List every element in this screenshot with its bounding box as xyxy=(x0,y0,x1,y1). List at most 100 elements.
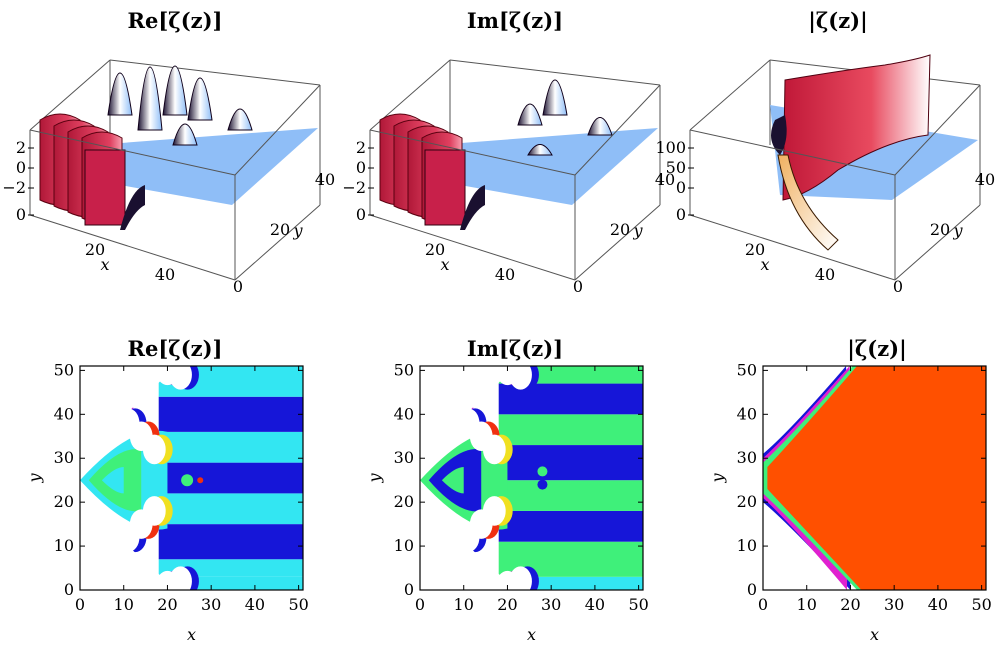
axis-label-y: y xyxy=(708,473,727,484)
contour-region xyxy=(767,366,986,590)
tick-label-x: 0 xyxy=(415,595,425,614)
tick-label-x: 40 xyxy=(245,595,265,614)
box-edge xyxy=(109,59,321,86)
box-edge xyxy=(689,59,771,131)
tick-label: 20 xyxy=(425,240,445,259)
tick-label-x: 50 xyxy=(971,595,991,614)
tick-label: −2 xyxy=(2,178,26,197)
tick-label: 40 xyxy=(815,265,835,284)
axis-label-x: x xyxy=(440,255,449,274)
tick-label-y: 50 xyxy=(394,360,414,379)
axis-label-y: y xyxy=(952,221,963,240)
surface-peak xyxy=(120,185,145,230)
surface-peak xyxy=(587,117,613,136)
plot-area xyxy=(80,366,303,590)
contour-band xyxy=(158,396,303,432)
plot-area xyxy=(420,366,643,590)
surface-peak xyxy=(782,54,931,201)
box-edge xyxy=(689,129,896,176)
axis-label-x: x xyxy=(527,625,536,644)
box-edge xyxy=(369,129,576,176)
contour-lobe xyxy=(509,366,532,390)
box-edge xyxy=(894,204,981,281)
tick-label-y: 0 xyxy=(404,580,414,599)
tick-label: 0 xyxy=(356,158,366,177)
plot-frame xyxy=(419,365,644,591)
tick-label-x: 20 xyxy=(497,595,517,614)
box-edge xyxy=(689,214,896,281)
tick-label-x: 0 xyxy=(758,595,768,614)
tick-label: 0 xyxy=(676,178,686,197)
tick-label: 2 xyxy=(16,138,26,157)
tick-label-x: 20 xyxy=(840,595,860,614)
tick-label: 0 xyxy=(16,205,26,224)
surface-peak xyxy=(187,77,213,121)
tick-label-y: 10 xyxy=(737,536,757,555)
plot-title: Re[ζ(z)] xyxy=(128,336,223,361)
surface-peak xyxy=(460,185,485,230)
box-edge xyxy=(29,129,236,176)
contour-blob xyxy=(197,477,204,484)
surface-peak xyxy=(107,72,133,116)
plot-title: Re[ζ(z)] xyxy=(128,8,223,33)
tick-label: 2 xyxy=(356,138,366,157)
tick-label-y: 30 xyxy=(737,448,757,467)
tick-label-x: 10 xyxy=(114,595,134,614)
surface-peak xyxy=(227,108,253,131)
contour-band xyxy=(158,462,303,494)
tick-label-y: 20 xyxy=(737,492,757,511)
contour-lobe xyxy=(169,566,192,590)
box-edge xyxy=(574,84,661,176)
contour-region xyxy=(420,502,517,590)
contour-band xyxy=(158,431,303,463)
contour-region xyxy=(80,366,177,459)
surface-peak xyxy=(542,79,568,116)
tick-label-y: 20 xyxy=(394,492,414,511)
contour-band xyxy=(498,445,643,481)
box-edge xyxy=(234,204,321,281)
tick-label: 0 xyxy=(356,205,366,224)
tick-label-x: 40 xyxy=(928,595,948,614)
box-edge xyxy=(449,59,661,86)
tick-label: 40 xyxy=(155,265,175,284)
contour-band xyxy=(158,493,303,525)
tick-label-y: 30 xyxy=(394,448,414,467)
density-plot-re: 0 10 20 30 40 50 0 10 20 30 40 50 Re[ζ(z)] x y xyxy=(25,336,309,644)
tick-label-x: 10 xyxy=(797,595,817,614)
contour-lobe xyxy=(142,496,166,526)
tick-label-y: 30 xyxy=(54,448,74,467)
tick-label-x: 10 xyxy=(454,595,474,614)
plot-title: Im[ζ(z)] xyxy=(467,8,563,33)
tick-label: 40 xyxy=(655,170,675,189)
contour-band xyxy=(101,467,124,494)
density-plot-abs: 0 10 20 30 40 50 0 10 20 30 40 50 |ζ(z)| x y xyxy=(708,336,992,644)
axis-label-x: x xyxy=(187,625,196,644)
axis-label-x: x xyxy=(100,255,109,274)
plot-title: |ζ(z)| xyxy=(808,8,868,33)
contour-blob xyxy=(537,466,548,477)
tick-label-y: 40 xyxy=(54,404,74,423)
tick-label: 100 xyxy=(655,138,686,157)
tick-label: 20 xyxy=(610,220,630,239)
tick-label-y: 10 xyxy=(54,536,74,555)
surface-wall xyxy=(424,149,466,226)
tick-label: 0 xyxy=(676,205,686,224)
tick-label-y: 40 xyxy=(394,404,414,423)
box-edge xyxy=(234,84,321,176)
tick-label-y: 50 xyxy=(737,360,757,379)
tick-label-x: 50 xyxy=(288,595,308,614)
contour-band xyxy=(498,510,643,542)
contour-lobe xyxy=(169,366,192,390)
contour-lobe xyxy=(482,434,506,465)
surface-peak xyxy=(777,154,839,251)
tick-label-y: 0 xyxy=(747,580,757,599)
tick-label-x: 50 xyxy=(628,595,648,614)
tick-label: 40 xyxy=(495,265,515,284)
plot-title: Im[ζ(z)] xyxy=(467,336,563,361)
axis-label-x: x xyxy=(870,625,879,644)
plot-frame xyxy=(79,365,304,591)
